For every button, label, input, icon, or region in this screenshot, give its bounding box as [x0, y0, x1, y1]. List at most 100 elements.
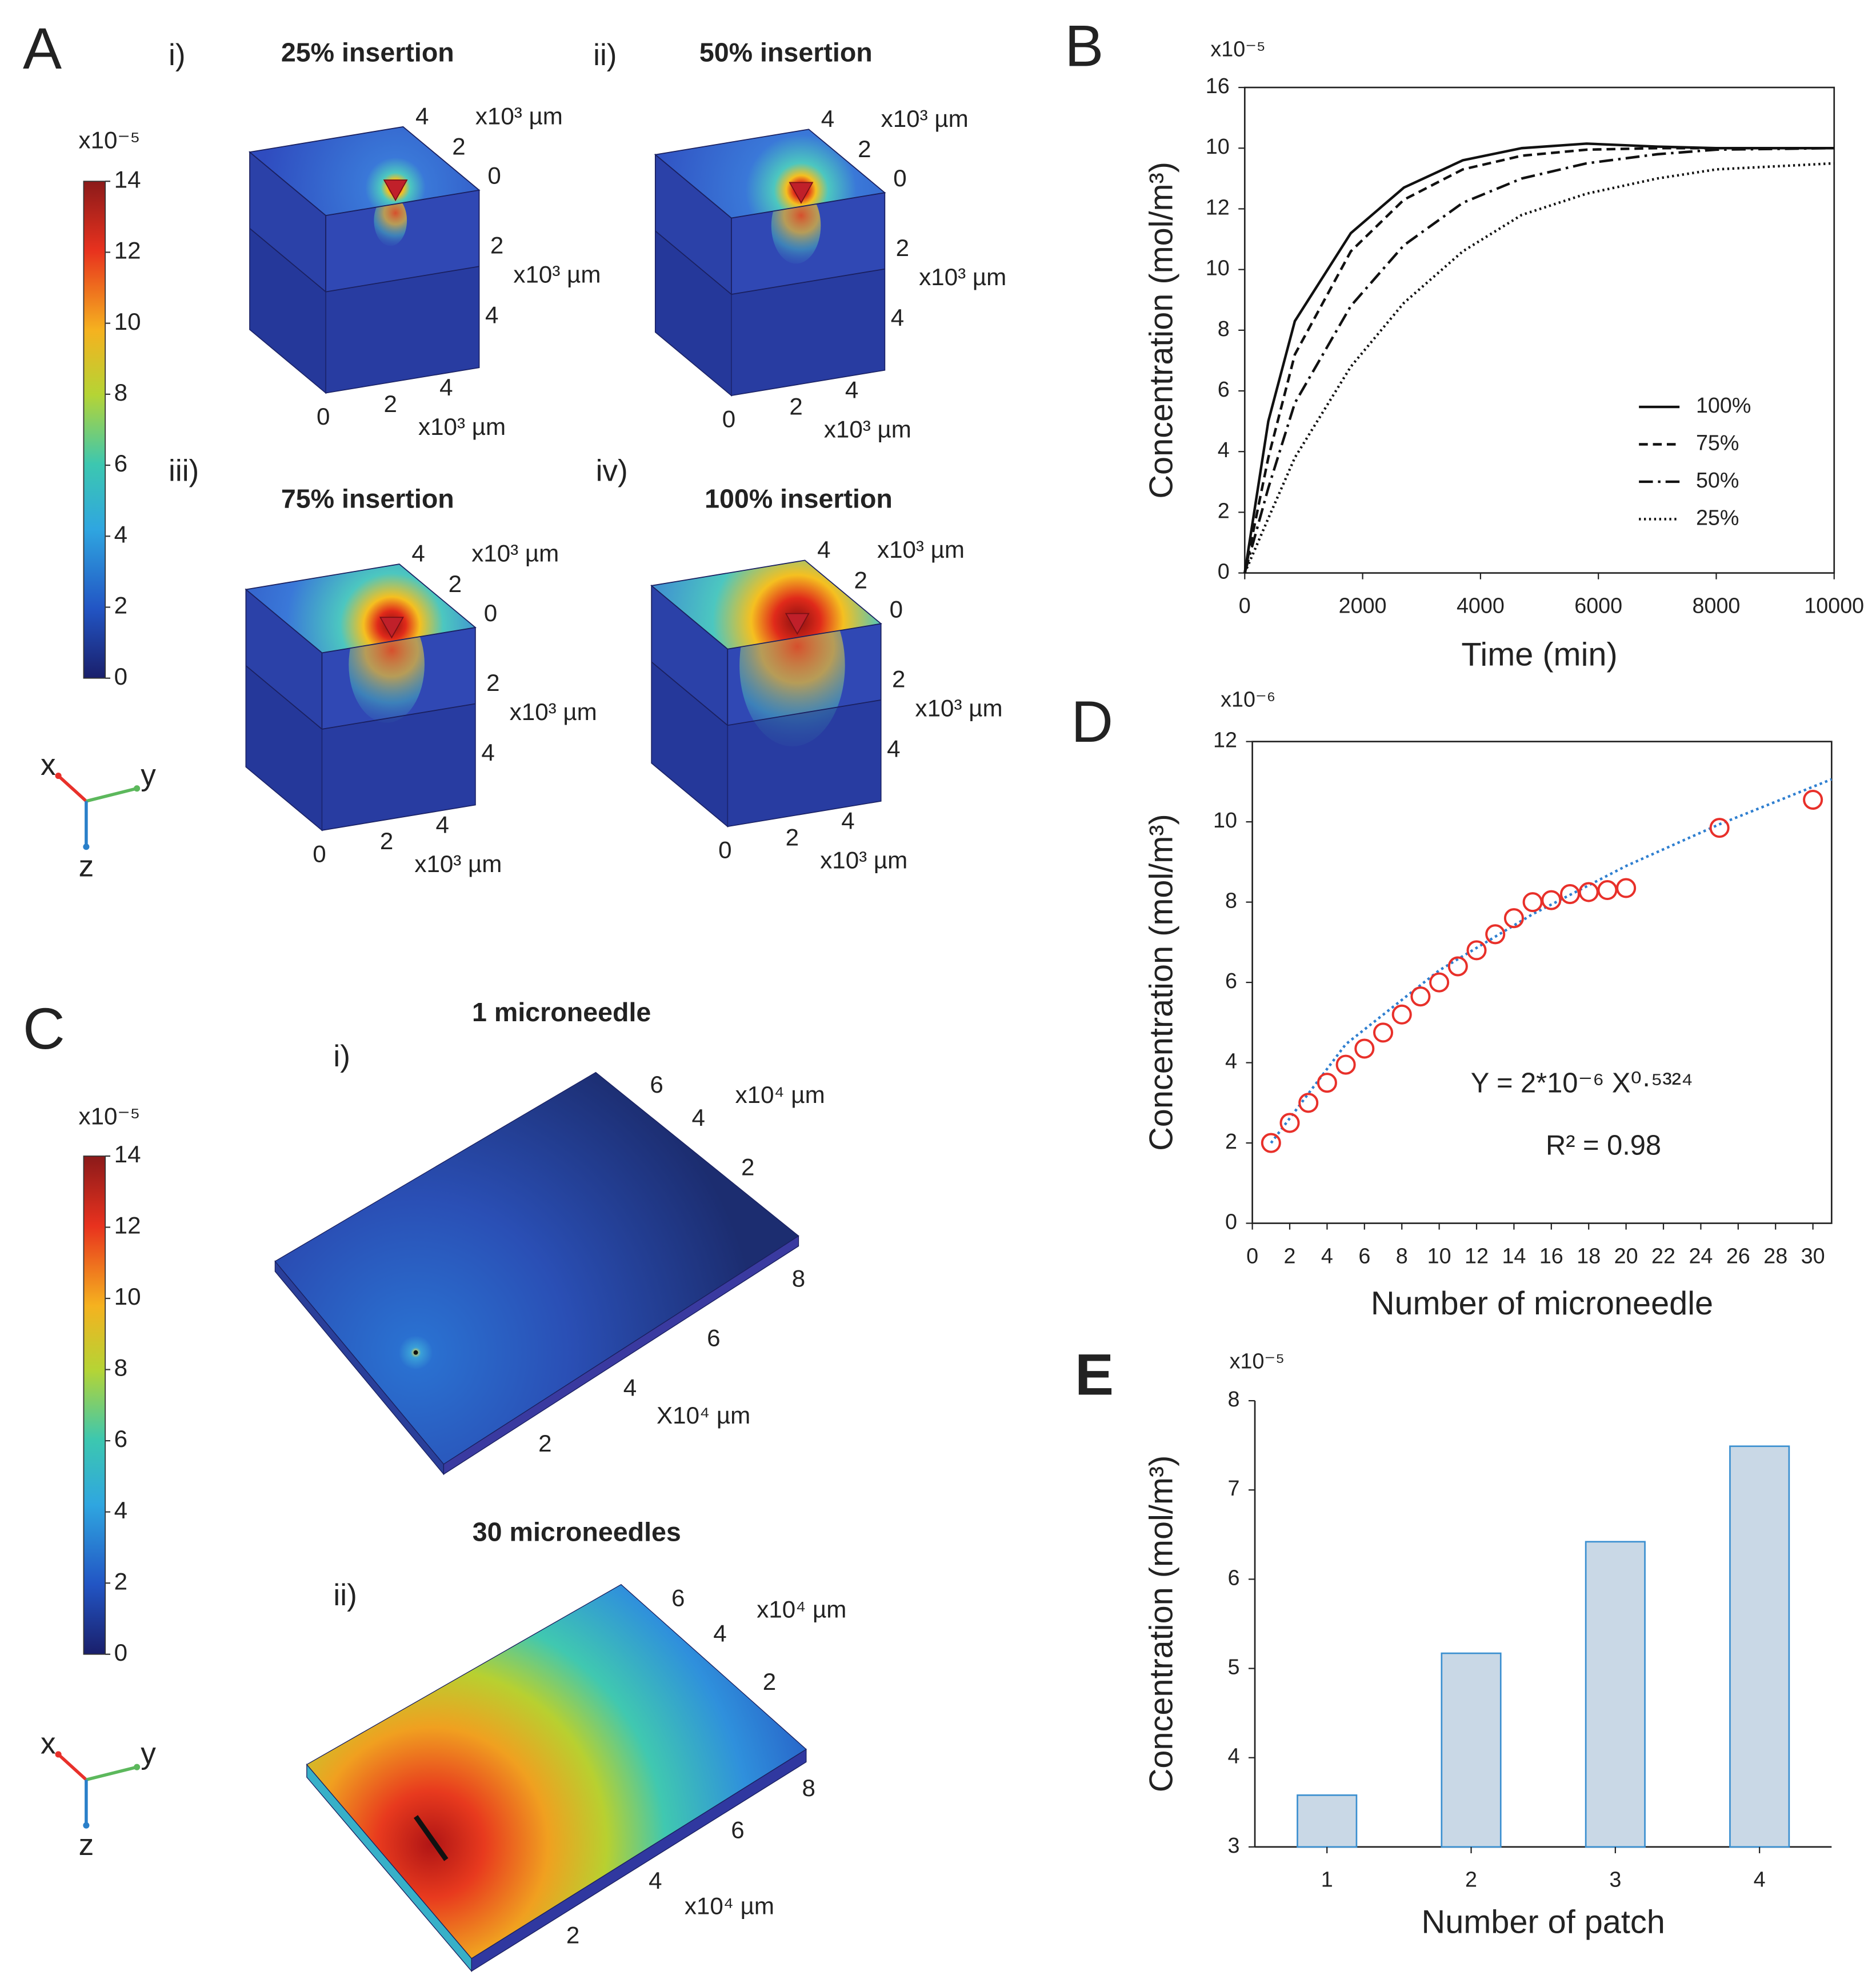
x-tick-label: 8	[1396, 1244, 1408, 1268]
y-tick-label: 7	[1227, 1476, 1239, 1500]
triad-axis	[86, 787, 138, 803]
y-tick-label: 4	[1218, 438, 1230, 462]
axis-tick-label: 4	[411, 540, 425, 567]
x-tick-label: 26	[1726, 1244, 1750, 1268]
panel-numeral: ii)	[593, 38, 617, 72]
y-tick-label: 10	[1213, 808, 1237, 832]
y-tick-label: 16	[1206, 74, 1230, 98]
axis-tick-label: 2	[858, 135, 871, 162]
y-tick-label: 12	[1206, 195, 1230, 219]
axis-tick-label: 0	[893, 165, 906, 191]
axis-unit: x10³ µm	[475, 102, 563, 129]
x-tick-label: 4000	[1457, 593, 1505, 617]
axis-multiplier: x10⁻⁵	[1210, 37, 1265, 61]
y-tick-label: 5	[1227, 1655, 1239, 1679]
y-tick-label: 2	[1225, 1129, 1237, 1153]
axis-tick-label: 0	[313, 840, 326, 867]
x-tick-label: 2	[1465, 1868, 1477, 1892]
x-tick-label: 6	[1358, 1244, 1370, 1268]
axis-tick-label: 4	[692, 1104, 705, 1131]
microneedle	[413, 1350, 418, 1355]
y-tick-label: 6	[1225, 969, 1237, 993]
y-tick-label: 4	[1227, 1744, 1239, 1768]
axis-tick-label: 2	[384, 390, 397, 417]
x-axis-label: Number of patch	[1422, 1904, 1665, 1940]
x-tick-label: 6000	[1574, 593, 1622, 617]
axis-tick-label: 2	[538, 1430, 551, 1457]
triad-label: x	[41, 748, 56, 782]
triad-label: x	[41, 1726, 56, 1760]
axis-multiplier: x10⁻⁵	[1230, 1349, 1285, 1373]
panel-title: 1 microneedle	[472, 997, 651, 1027]
slab-top	[274, 1072, 799, 1465]
plot-frame	[1251, 741, 1833, 1224]
axis-tick-label: 4	[623, 1374, 637, 1401]
axis-unit: x10³ µm	[513, 261, 601, 288]
legend-label: 100%	[1696, 393, 1751, 417]
axis-tick-label: 6	[707, 1325, 720, 1352]
axis-tick-label: 6	[731, 1816, 744, 1843]
axis-tick-label: 4	[713, 1620, 726, 1647]
y-tick-label: 0	[1225, 1209, 1237, 1233]
axis-unit: X10⁴ µm	[657, 1402, 750, 1429]
y-axis-label: Concentration (mol/m³)	[1143, 814, 1180, 1151]
x-tick-label: 10000	[1804, 593, 1864, 617]
triad-head	[55, 772, 62, 779]
data-point	[1541, 890, 1562, 910]
cube-glow	[374, 195, 407, 246]
slab-top	[306, 1584, 807, 1959]
data-point	[1410, 986, 1431, 1007]
x-tick-label: 3	[1609, 1868, 1621, 1892]
y-tick-label: 3	[1227, 1833, 1239, 1857]
panel-title: 25% insertion	[281, 38, 454, 67]
colorbar-tick-label: 10	[114, 308, 141, 335]
x-tick-label: 28	[1763, 1244, 1787, 1268]
colorbar-tick-label: 0	[114, 1639, 127, 1666]
data-point	[1597, 880, 1618, 901]
axis-unit: x10³ µm	[471, 540, 559, 567]
axis-tick-label: 6	[671, 1584, 685, 1611]
x-tick-label: 14	[1502, 1244, 1526, 1268]
axis-tick-label: 2	[892, 665, 905, 692]
microneedle	[379, 617, 404, 639]
axis-unit: x10³ µm	[915, 694, 1003, 721]
triad-head	[83, 1822, 90, 1829]
microneedle	[785, 613, 810, 635]
data-point	[1559, 884, 1581, 905]
data-point	[1279, 1113, 1300, 1133]
y-tick-label: 0	[1218, 559, 1230, 583]
legend-label: 25%	[1696, 505, 1739, 529]
panel-label: C	[23, 996, 65, 1061]
bar	[1441, 1652, 1502, 1848]
axis-unit: x10³ µm	[418, 413, 506, 440]
axis-unit: x10³ µm	[824, 415, 911, 442]
axis-tick-label: 4	[435, 811, 449, 838]
colorbar-tick-label: 6	[114, 1425, 127, 1452]
x-tick-label: 0	[1239, 593, 1251, 617]
triad-head	[55, 1751, 62, 1758]
axis-tick-label: 4	[817, 536, 830, 563]
cube-plane	[655, 230, 885, 295]
axis-tick-label: 0	[890, 595, 903, 622]
legend-label: 75%	[1696, 430, 1739, 454]
cube-lower	[651, 662, 881, 827]
data-point	[1578, 882, 1599, 902]
axis-multiplier: x10⁻⁶	[1221, 687, 1275, 711]
annotation: Y = 2*10⁻⁶ X⁰·⁵³²⁴	[1471, 1068, 1693, 1099]
bar	[1297, 1794, 1358, 1848]
colorbar-tick-label: 8	[114, 1354, 127, 1381]
axis-tick-label: 2	[486, 669, 499, 696]
cube-top	[650, 559, 882, 650]
data-point	[1466, 940, 1487, 961]
legend-label: 50%	[1696, 468, 1739, 492]
cube-plane	[245, 665, 476, 730]
axis-tick-label: 4	[649, 1867, 662, 1894]
x-tick-label: 20	[1614, 1244, 1638, 1268]
colorbar-tick-label: 0	[114, 663, 127, 690]
axis-tick-label: 0	[722, 406, 735, 433]
axis-tick-label: 4	[415, 102, 429, 129]
triad-head	[134, 1764, 141, 1770]
axis-tick-label: 4	[887, 735, 900, 762]
axis-unit: x10³ µm	[881, 105, 969, 132]
